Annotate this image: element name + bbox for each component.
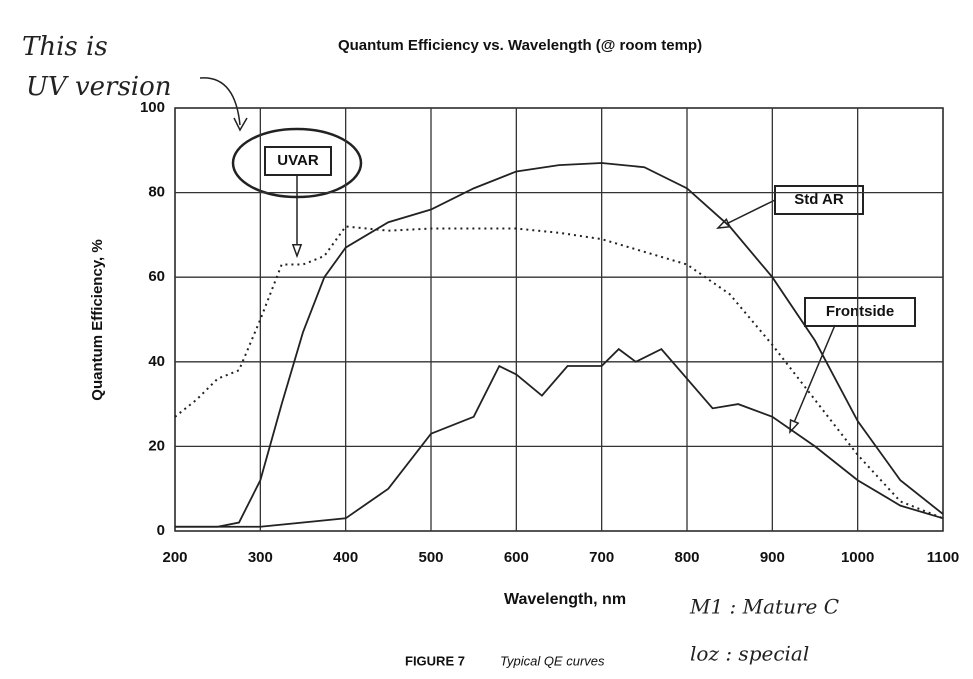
handwritten-arrow-head: [233, 117, 248, 132]
legend-label: UVAR: [277, 152, 319, 169]
y-tick-label: 0: [157, 522, 165, 539]
x-tick-label: 500: [418, 549, 443, 566]
y-tick-label: 80: [148, 184, 165, 201]
x-tick-label: 200: [162, 549, 187, 566]
x-tick-label: 300: [248, 549, 273, 566]
handwritten-note: loz : special: [690, 642, 809, 666]
x-axis-label: Wavelength, nm: [504, 591, 626, 608]
legend-label: Frontside: [826, 303, 894, 320]
figure-number: FIGURE 7: [405, 653, 465, 668]
legend-box: [804, 297, 916, 327]
y-axis-label: Quantum Efficiency, %: [89, 239, 106, 400]
figure-caption: Typical QE curves: [500, 653, 605, 668]
legend-label: Std AR: [794, 191, 844, 208]
y-tick-label: 20: [148, 437, 165, 454]
y-tick-label: 60: [148, 268, 165, 285]
x-tick-label: 600: [504, 549, 529, 566]
callout-arrow: [789, 324, 836, 433]
chart-title: Quantum Efficiency vs. Wavelength (@ roo…: [338, 37, 702, 54]
x-tick-label: 900: [760, 549, 785, 566]
y-tick-label: 100: [140, 99, 165, 116]
handwritten-note: This is: [22, 32, 108, 62]
series-line: [175, 162, 944, 528]
legend-box: [264, 146, 332, 176]
annotations: UVAR Std AR Frontside: [264, 146, 916, 435]
handwritten-note: UV version: [26, 72, 172, 102]
series-line: [175, 347, 944, 528]
series-line: [174, 225, 944, 520]
x-tick-label: 800: [674, 549, 699, 566]
y-tick-label: 40: [148, 353, 165, 370]
x-tick-label: 400: [333, 549, 358, 566]
handwritten-note: M1 : Mature C: [689, 595, 839, 619]
x-tick-label: 1100: [927, 549, 960, 566]
callout-arrowhead: [789, 418, 800, 435]
callout-arrowhead: [291, 243, 303, 259]
handwritten-arrow: [199, 77, 241, 126]
x-tick-label: 700: [589, 549, 614, 566]
x-tick-label: 1000: [841, 549, 874, 566]
callout-arrowhead: [716, 218, 732, 229]
legend-box: [774, 185, 864, 215]
